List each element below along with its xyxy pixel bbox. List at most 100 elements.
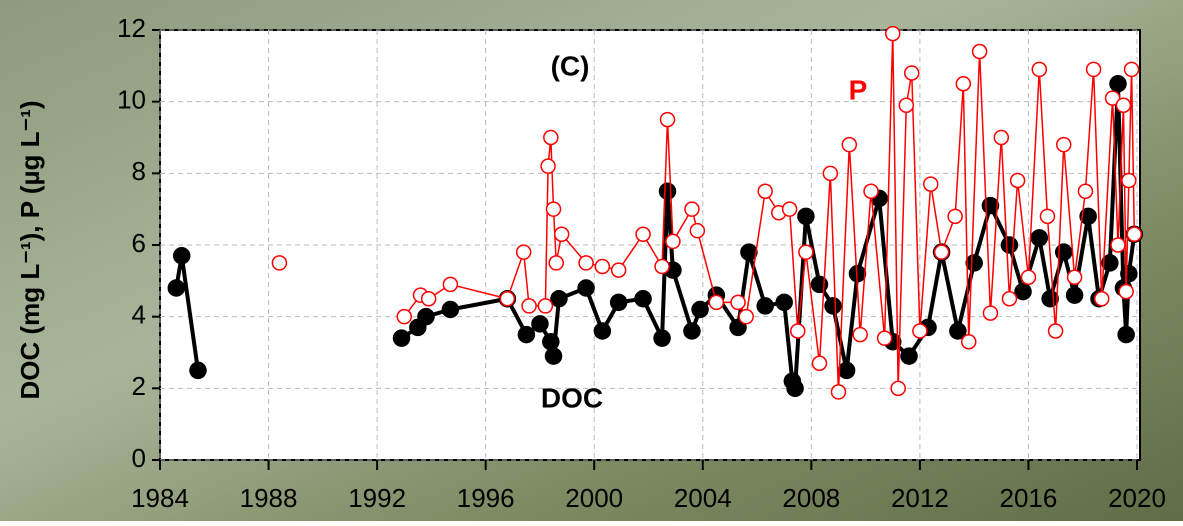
data-point	[441, 300, 460, 319]
data-point	[898, 97, 915, 113]
data-point	[982, 305, 999, 321]
y-tick-label: 10	[117, 85, 146, 115]
data-point	[271, 255, 288, 271]
data-point	[1123, 61, 1140, 78]
data-point	[890, 380, 906, 397]
data-point	[1014, 282, 1032, 301]
data-point	[1104, 90, 1121, 106]
data-point	[971, 43, 988, 60]
data-point	[548, 255, 564, 271]
data-point	[665, 233, 681, 250]
data-point	[852, 326, 868, 343]
data-point	[683, 322, 701, 340]
data-point	[900, 347, 918, 365]
data-point	[922, 176, 939, 192]
data-point	[1066, 269, 1083, 285]
data-point	[420, 291, 437, 307]
data-point	[542, 333, 560, 351]
data-point	[553, 226, 570, 242]
data-point	[689, 222, 706, 239]
data-point	[1117, 325, 1135, 344]
data-point	[1000, 236, 1019, 254]
data-point	[1120, 264, 1138, 283]
data-point	[949, 322, 967, 340]
data-point	[634, 290, 652, 308]
data-point	[684, 201, 700, 217]
annotation: P	[849, 74, 868, 105]
data-point	[659, 111, 676, 128]
data-point	[830, 384, 847, 400]
x-tick-label: 1996	[457, 483, 515, 513]
data-point	[654, 258, 670, 275]
data-point	[738, 308, 754, 325]
data-point	[933, 244, 950, 260]
data-point	[1093, 291, 1110, 307]
x-tick-label: 2012	[891, 483, 949, 513]
data-point	[1077, 183, 1094, 199]
y-tick-label: 12	[117, 13, 146, 43]
data-point	[1031, 61, 1048, 78]
data-point	[1110, 237, 1126, 253]
data-point	[577, 279, 595, 297]
data-point	[781, 201, 798, 217]
data-point	[189, 361, 207, 380]
data-point	[965, 254, 983, 272]
data-point	[797, 207, 815, 226]
y-tick-label: 4	[132, 300, 146, 330]
data-point	[1109, 75, 1127, 93]
x-tick-label: 1984	[131, 483, 189, 513]
data-point	[912, 323, 928, 339]
y-axis-label: DOC (mg L⁻¹), P (µg L⁻¹)	[15, 100, 45, 399]
data-point	[543, 129, 559, 146]
data-point	[1121, 172, 1137, 189]
data-point	[798, 244, 814, 260]
data-point	[876, 330, 893, 346]
data-point	[1041, 290, 1059, 308]
data-point	[1085, 61, 1102, 78]
data-point	[885, 25, 901, 42]
annotation: (C)	[551, 50, 590, 81]
x-tick-label: 2004	[674, 483, 732, 513]
data-point	[837, 361, 856, 380]
data-point	[594, 258, 611, 275]
data-point	[653, 329, 671, 347]
data-point	[1009, 172, 1026, 189]
data-point	[537, 298, 554, 314]
data-point	[499, 291, 516, 307]
data-point	[1115, 97, 1132, 113]
x-tick-label: 2000	[565, 483, 623, 513]
y-tick-label: 2	[132, 371, 146, 401]
data-point	[1039, 208, 1056, 225]
data-point	[167, 279, 186, 297]
data-point	[515, 244, 532, 260]
x-tick-label: 2020	[1108, 483, 1166, 513]
data-point	[544, 347, 563, 365]
annotation: DOC	[541, 382, 603, 413]
data-point	[811, 355, 828, 371]
data-point	[1030, 229, 1049, 247]
x-tick-label: 1992	[348, 483, 406, 513]
data-point	[442, 276, 459, 293]
y-tick-label: 6	[132, 228, 146, 258]
x-tick-label: 2016	[1000, 483, 1058, 513]
data-point	[1126, 226, 1143, 242]
data-point	[593, 322, 612, 340]
data-point	[708, 294, 725, 311]
data-point	[517, 325, 536, 344]
data-point	[658, 182, 677, 200]
data-point	[1101, 254, 1119, 272]
data-point	[960, 334, 977, 350]
data-point	[417, 307, 435, 326]
data-point	[730, 294, 746, 311]
data-point	[947, 208, 963, 225]
data-point	[740, 243, 758, 261]
data-point	[993, 129, 1010, 146]
data-point	[729, 318, 747, 337]
data-point	[822, 165, 839, 182]
data-point	[392, 329, 411, 347]
data-point	[540, 158, 556, 174]
data-point	[863, 183, 879, 199]
data-point	[550, 290, 568, 308]
x-tick-label: 2008	[782, 483, 840, 513]
